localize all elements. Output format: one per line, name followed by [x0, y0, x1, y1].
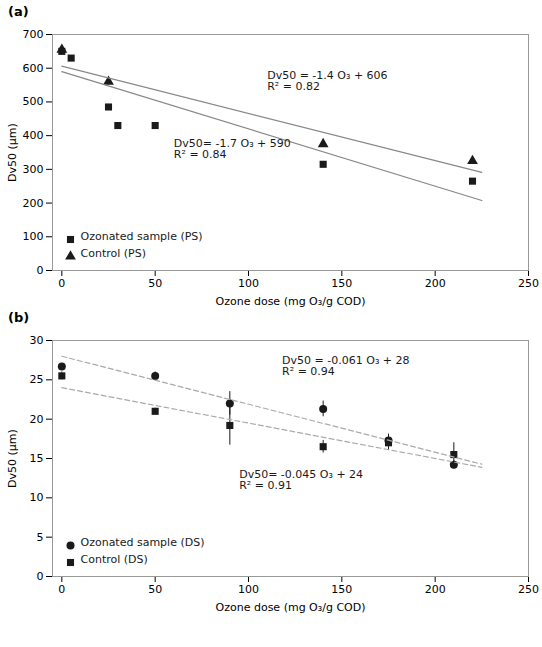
svg-text:Dv50= -1.7 O₃ + 590R² = 0.84: Dv50= -1.7 O₃ + 590R² = 0.84: [174, 137, 291, 161]
svg-text:0: 0: [37, 264, 44, 277]
svg-text:Ozonated sample (DS): Ozonated sample (DS): [81, 536, 205, 549]
svg-text:15: 15: [30, 452, 44, 465]
svg-text:0: 0: [58, 583, 65, 596]
svg-text:0: 0: [58, 277, 65, 290]
svg-text:150: 150: [331, 277, 352, 290]
svg-text:300: 300: [23, 163, 44, 176]
svg-text:10: 10: [30, 491, 44, 504]
svg-text:Ozonated sample (PS): Ozonated sample (PS): [81, 230, 203, 243]
html-text:(a): (a): [8, 4, 29, 19]
svg-text:50: 50: [148, 583, 162, 596]
svg-text:600: 600: [23, 62, 44, 75]
svg-text:100: 100: [23, 230, 44, 243]
svg-text:Control (DS): Control (DS): [81, 553, 148, 566]
svg-text:100: 100: [238, 277, 259, 290]
svg-text:30: 30: [30, 334, 44, 347]
svg-text:Control (PS): Control (PS): [81, 247, 146, 260]
svg-text:250: 250: [518, 277, 539, 290]
svg-text:25: 25: [30, 373, 44, 386]
svg-text:250: 250: [518, 583, 539, 596]
svg-text:0: 0: [37, 570, 44, 583]
svg-text:Dv50 = -0.061 O₃ + 28R² = 0.94: Dv50 = -0.061 O₃ + 28R² = 0.94: [282, 354, 409, 378]
svg-text:100: 100: [238, 583, 259, 596]
svg-text:Dv50 = -1.4 O₃ + 606R² = 0.82: Dv50 = -1.4 O₃ + 606R² = 0.82: [267, 69, 387, 93]
svg-text:Dv50 (µm): Dv50 (µm): [6, 429, 19, 488]
svg-text:200: 200: [23, 197, 44, 210]
svg-text:20: 20: [30, 413, 44, 426]
svg-text:150: 150: [331, 583, 352, 596]
svg-text:Ozone dose (mg O₃/g COD): Ozone dose (mg O₃/g COD): [216, 295, 366, 308]
svg-text:50: 50: [148, 277, 162, 290]
html-text:(b): (b): [8, 310, 30, 325]
svg-text:Dv50 (µm): Dv50 (µm): [6, 123, 19, 182]
svg-text:200: 200: [425, 583, 446, 596]
svg-text:5: 5: [37, 531, 44, 544]
svg-text:500: 500: [23, 95, 44, 108]
svg-text:Ozone dose (mg O₃/g COD): Ozone dose (mg O₃/g COD): [216, 601, 366, 614]
svg-text:Dv50= -0.045 O₃ + 24R² = 0.91: Dv50= -0.045 O₃ + 24R² = 0.91: [239, 468, 363, 492]
svg-text:700: 700: [23, 28, 44, 41]
svg-text:400: 400: [23, 129, 44, 142]
svg-text:200: 200: [425, 277, 446, 290]
